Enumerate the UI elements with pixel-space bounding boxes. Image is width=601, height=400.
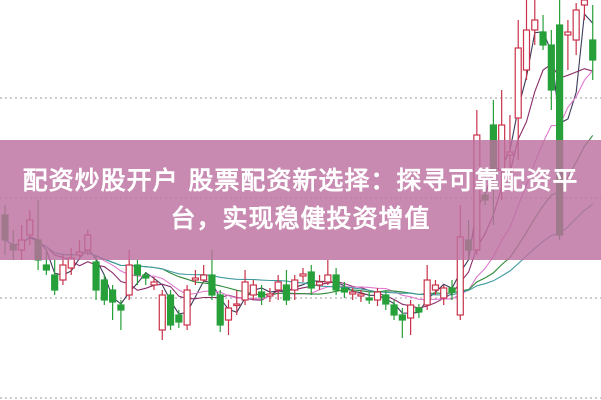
candle-down [415,307,423,313]
candle-down [100,279,108,301]
candle-down [142,274,150,279]
candle-down [382,294,390,305]
candle-up [158,294,166,331]
candle-down [547,44,555,91]
candle-down [216,294,224,326]
candle-up [59,264,67,281]
article-title: 配资炒股开户 股票配资新选择：探寻可靠配资平台，实现稳健投资增值 [22,166,579,233]
candle-up [183,289,191,326]
candle-up [315,281,324,286]
title-banner: 配资炒股开户 股票配资新选择：探寻可靠配资平台，实现稳健投资增值 [0,140,601,260]
candle-up [572,9,580,41]
candle-up [357,293,365,297]
candle-down [448,287,456,293]
candle-up [249,284,257,296]
candle-up [564,31,572,36]
candle-down [282,284,291,301]
candle-up [191,277,199,281]
candle-down [175,314,183,323]
candle-up [266,293,274,297]
candle-down [539,31,547,46]
candle-up [440,287,448,299]
candle-down [166,294,175,326]
candle-up [200,274,208,281]
candle-down [133,264,142,276]
candle-up [125,264,133,296]
candle-down [117,304,125,311]
candle-up [373,291,382,301]
candle-up [431,284,440,291]
candle-down [307,271,315,289]
candle-up [274,281,282,291]
candle-up [224,307,233,321]
candle-up [241,281,249,301]
candle-up [233,303,241,307]
candle-up [580,0,589,6]
candle-down [92,261,100,291]
candle-up [291,279,299,291]
candle-up [407,304,415,319]
candle-down [340,287,348,293]
candle-up [514,47,522,119]
candle-down [208,274,216,296]
candle-down [398,314,406,321]
candle-down [51,274,59,291]
candle-down [390,304,398,316]
candle-up [299,273,307,277]
candle-up [531,19,539,31]
candle-down [332,274,340,291]
candle-up [150,281,158,286]
candle-up [423,279,431,306]
candle-down [589,39,597,61]
candle-down [109,289,117,303]
candle-down [258,291,266,298]
candle-down [365,297,373,301]
candle-up [522,29,531,71]
candle-up [349,291,357,295]
candle-up [324,274,332,283]
candle-down [42,264,50,271]
